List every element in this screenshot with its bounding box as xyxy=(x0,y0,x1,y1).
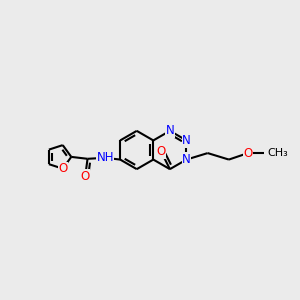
Text: O: O xyxy=(58,162,68,175)
Text: N: N xyxy=(182,134,191,147)
Text: O: O xyxy=(81,170,90,183)
Text: N: N xyxy=(182,153,191,166)
Text: NH: NH xyxy=(96,151,114,164)
Text: N: N xyxy=(166,124,174,137)
Text: CH₃: CH₃ xyxy=(267,148,288,158)
Text: O: O xyxy=(156,145,166,158)
Text: O: O xyxy=(243,147,253,160)
